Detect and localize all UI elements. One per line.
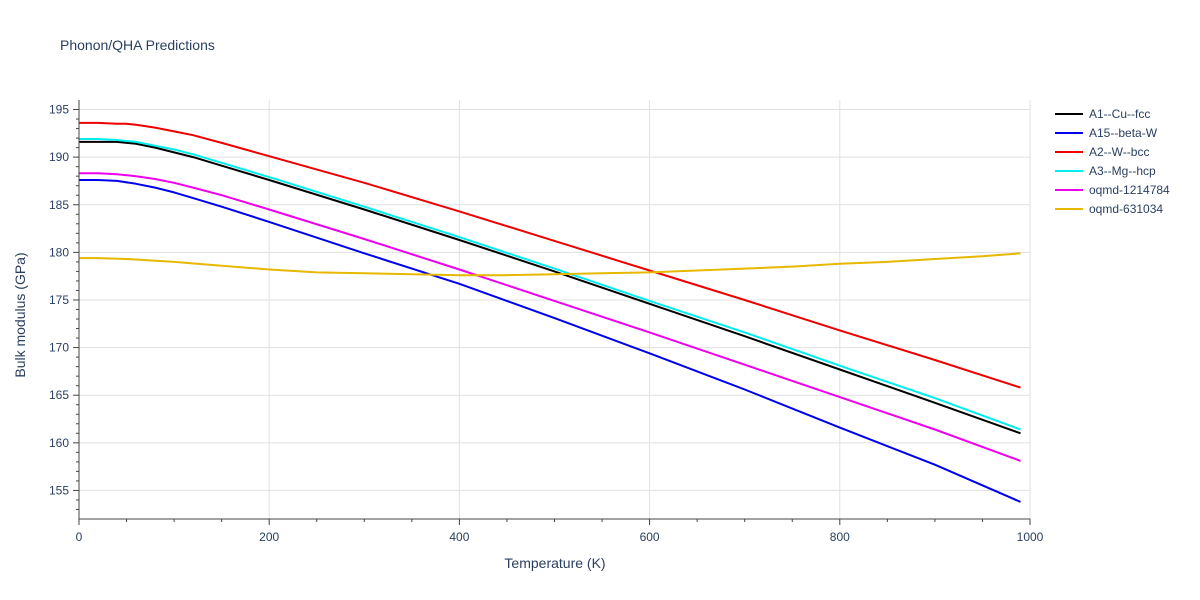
legend-label: oqmd-1214784 bbox=[1089, 183, 1170, 197]
series-line-6 bbox=[79, 252, 1021, 277]
legend-label: A2--W--bcc bbox=[1089, 145, 1149, 159]
x-tick-label: 200 bbox=[259, 530, 279, 544]
chart-title: Phonon/QHA Predictions bbox=[60, 37, 215, 53]
legend-item[interactable]: oqmd-631034 bbox=[1055, 202, 1163, 216]
legend-label: oqmd-631034 bbox=[1089, 202, 1163, 216]
y-tick-label: 155 bbox=[49, 483, 69, 497]
legend-item[interactable]: A3--Mg--hcp bbox=[1055, 164, 1156, 178]
y-tick-label: 190 bbox=[49, 150, 69, 164]
x-tick-label: 1000 bbox=[1017, 530, 1044, 544]
y-tick-label: 160 bbox=[49, 436, 69, 450]
series-line-3 bbox=[79, 121, 1021, 389]
y-tick-label: 180 bbox=[49, 245, 69, 259]
series-layer bbox=[79, 121, 1021, 503]
y-tick-label: 175 bbox=[49, 293, 69, 307]
legend[interactable]: A1--Cu--fcc A15--beta-W A2--W--bcc A3--Mg--… bbox=[1055, 107, 1170, 216]
series-line-1 bbox=[79, 140, 1021, 435]
y-axis-title: Bulk modulus (GPa) bbox=[12, 252, 28, 377]
legend-item[interactable]: A2--W--bcc bbox=[1055, 145, 1149, 159]
x-tick-label: 600 bbox=[640, 530, 660, 544]
legend-item[interactable]: oqmd-1214784 bbox=[1055, 183, 1170, 197]
x-axis-title: Temperature (K) bbox=[504, 555, 605, 571]
y-tick-label: 170 bbox=[49, 341, 69, 355]
series-line-2 bbox=[79, 179, 1021, 503]
y-tick-label: 185 bbox=[49, 198, 69, 212]
series-line-4 bbox=[79, 138, 1021, 431]
axes: 155 160 165 170 175 180 185 190 195 0 200 400 600 800… bbox=[49, 100, 1044, 544]
legend-item[interactable]: A15--beta-W bbox=[1055, 126, 1158, 140]
y-tick-label: 165 bbox=[49, 388, 69, 402]
legend-label: A3--Mg--hcp bbox=[1089, 164, 1156, 178]
x-tick-label: 400 bbox=[449, 530, 469, 544]
x-tick-label: 800 bbox=[830, 530, 850, 544]
legend-label: A1--Cu--fcc bbox=[1089, 107, 1150, 121]
legend-label: A15--beta-W bbox=[1089, 126, 1158, 140]
x-tick-label: 0 bbox=[76, 530, 83, 544]
series-line-5 bbox=[79, 172, 1021, 462]
legend-item[interactable]: A1--Cu--fcc bbox=[1055, 107, 1150, 121]
y-tick-label: 195 bbox=[49, 103, 69, 117]
